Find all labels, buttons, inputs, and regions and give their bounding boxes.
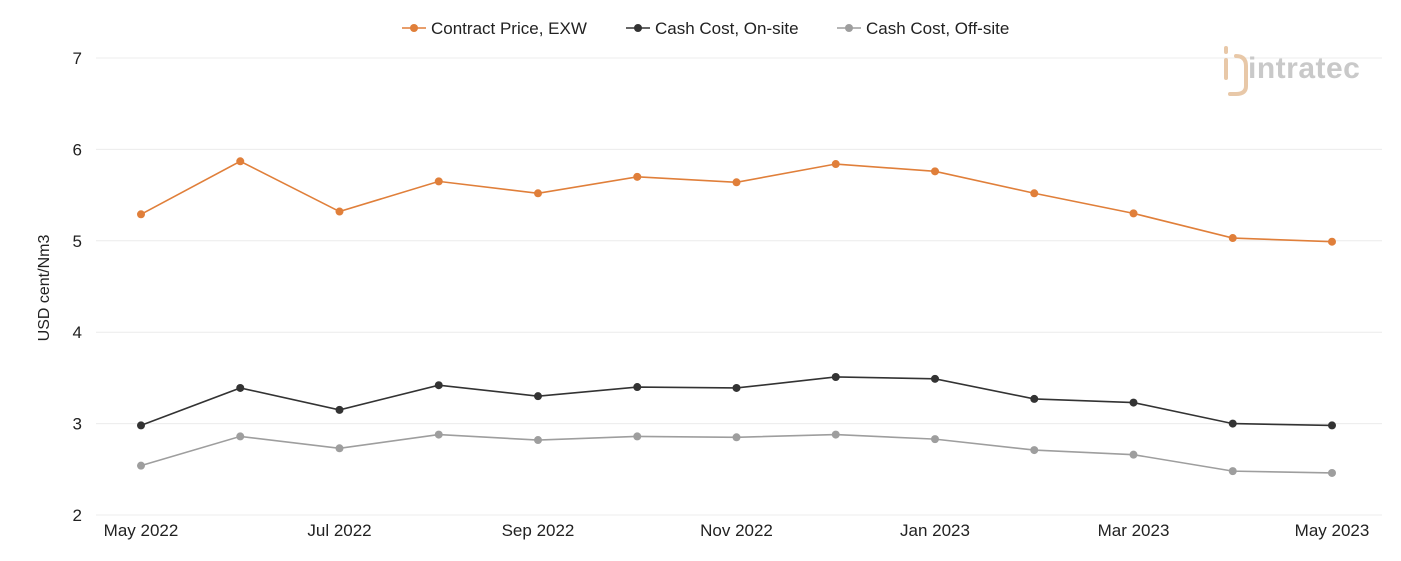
data-point[interactable] <box>633 172 642 181</box>
data-point[interactable] <box>732 433 741 442</box>
data-point[interactable] <box>633 383 642 392</box>
data-point[interactable] <box>335 444 344 453</box>
x-axis-ticks: May 2022 Jul 2022 Sep 2022 Nov 2022 Jan 2023… <box>104 521 1370 540</box>
x-tick-label: May 2022 <box>104 521 179 540</box>
data-point[interactable] <box>931 167 939 176</box>
series-line <box>140 160 1333 243</box>
legend-label: Cash Cost, Off-site <box>866 19 1009 38</box>
data-point[interactable] <box>1129 398 1138 407</box>
data-point[interactable] <box>1228 419 1237 428</box>
data-point[interactable] <box>1129 209 1138 218</box>
data-point[interactable] <box>1030 394 1039 403</box>
data-point[interactable] <box>1129 450 1138 459</box>
data-point[interactable] <box>831 430 840 439</box>
data-point[interactable] <box>1328 237 1336 246</box>
data-point[interactable] <box>1030 189 1039 198</box>
y-tick-label: 7 <box>73 49 82 68</box>
y-tick-label: 4 <box>73 323 82 342</box>
x-tick-label: May 2023 <box>1295 521 1370 540</box>
data-point[interactable] <box>1228 467 1237 476</box>
legend-marker-icon <box>845 24 853 32</box>
data-point[interactable] <box>732 383 741 392</box>
data-point[interactable] <box>137 461 145 470</box>
legend-label: Cash Cost, On-site <box>655 19 799 38</box>
data-point[interactable] <box>1328 421 1336 430</box>
y-tick-label: 2 <box>73 506 82 525</box>
data-point[interactable] <box>732 178 741 187</box>
series-layer <box>137 157 1336 477</box>
logo-text: intratec <box>1248 52 1360 85</box>
series-0 <box>137 157 1336 246</box>
data-point[interactable] <box>1030 446 1039 455</box>
y-tick-label: 6 <box>73 140 82 159</box>
data-point[interactable] <box>831 160 840 169</box>
data-point[interactable] <box>831 372 840 381</box>
data-point[interactable] <box>534 436 542 445</box>
x-tick-label: Mar 2023 <box>1098 521 1170 540</box>
intratec-logo: intratec <box>1224 46 1360 96</box>
data-point[interactable] <box>137 210 145 219</box>
x-tick-label: Jan 2023 <box>900 521 970 540</box>
legend-item[interactable]: Contract Price, EXW <box>402 19 587 38</box>
data-point[interactable] <box>1228 234 1237 243</box>
y-tick-label: 3 <box>73 415 82 434</box>
data-point[interactable] <box>335 405 344 414</box>
data-point[interactable] <box>633 432 642 441</box>
data-point[interactable] <box>236 432 245 441</box>
data-point[interactable] <box>335 207 344 216</box>
data-point[interactable] <box>434 430 443 439</box>
data-point[interactable] <box>1328 468 1336 477</box>
data-point[interactable] <box>534 392 542 401</box>
data-point[interactable] <box>236 383 245 392</box>
x-tick-label: Nov 2022 <box>700 521 773 540</box>
legend-marker-icon <box>410 24 418 32</box>
data-point[interactable] <box>931 374 939 383</box>
y-axis-title: USD cent/Nm3 <box>36 235 53 342</box>
series-2 <box>137 430 1336 477</box>
data-point[interactable] <box>236 157 245 166</box>
y-axis-ticks: 2 3 4 5 6 7 <box>73 49 82 525</box>
data-point[interactable] <box>434 381 443 390</box>
series-1 <box>137 372 1336 430</box>
data-point[interactable] <box>137 421 145 430</box>
data-point[interactable] <box>434 177 443 186</box>
legend: Contract Price, EXW Cash Cost, On-site Cas… <box>402 19 1009 38</box>
x-tick-label: Jul 2022 <box>307 521 371 540</box>
legend-marker-icon <box>634 24 642 32</box>
logo-mark-icon <box>1224 46 1248 96</box>
gridlines <box>96 57 1382 516</box>
data-point[interactable] <box>534 189 542 198</box>
legend-item[interactable]: Cash Cost, Off-site <box>837 19 1009 38</box>
legend-label: Contract Price, EXW <box>431 19 587 38</box>
y-tick-label: 5 <box>73 232 82 251</box>
legend-item[interactable]: Cash Cost, On-site <box>626 19 799 38</box>
x-tick-label: Sep 2022 <box>502 521 575 540</box>
data-point[interactable] <box>931 435 939 444</box>
